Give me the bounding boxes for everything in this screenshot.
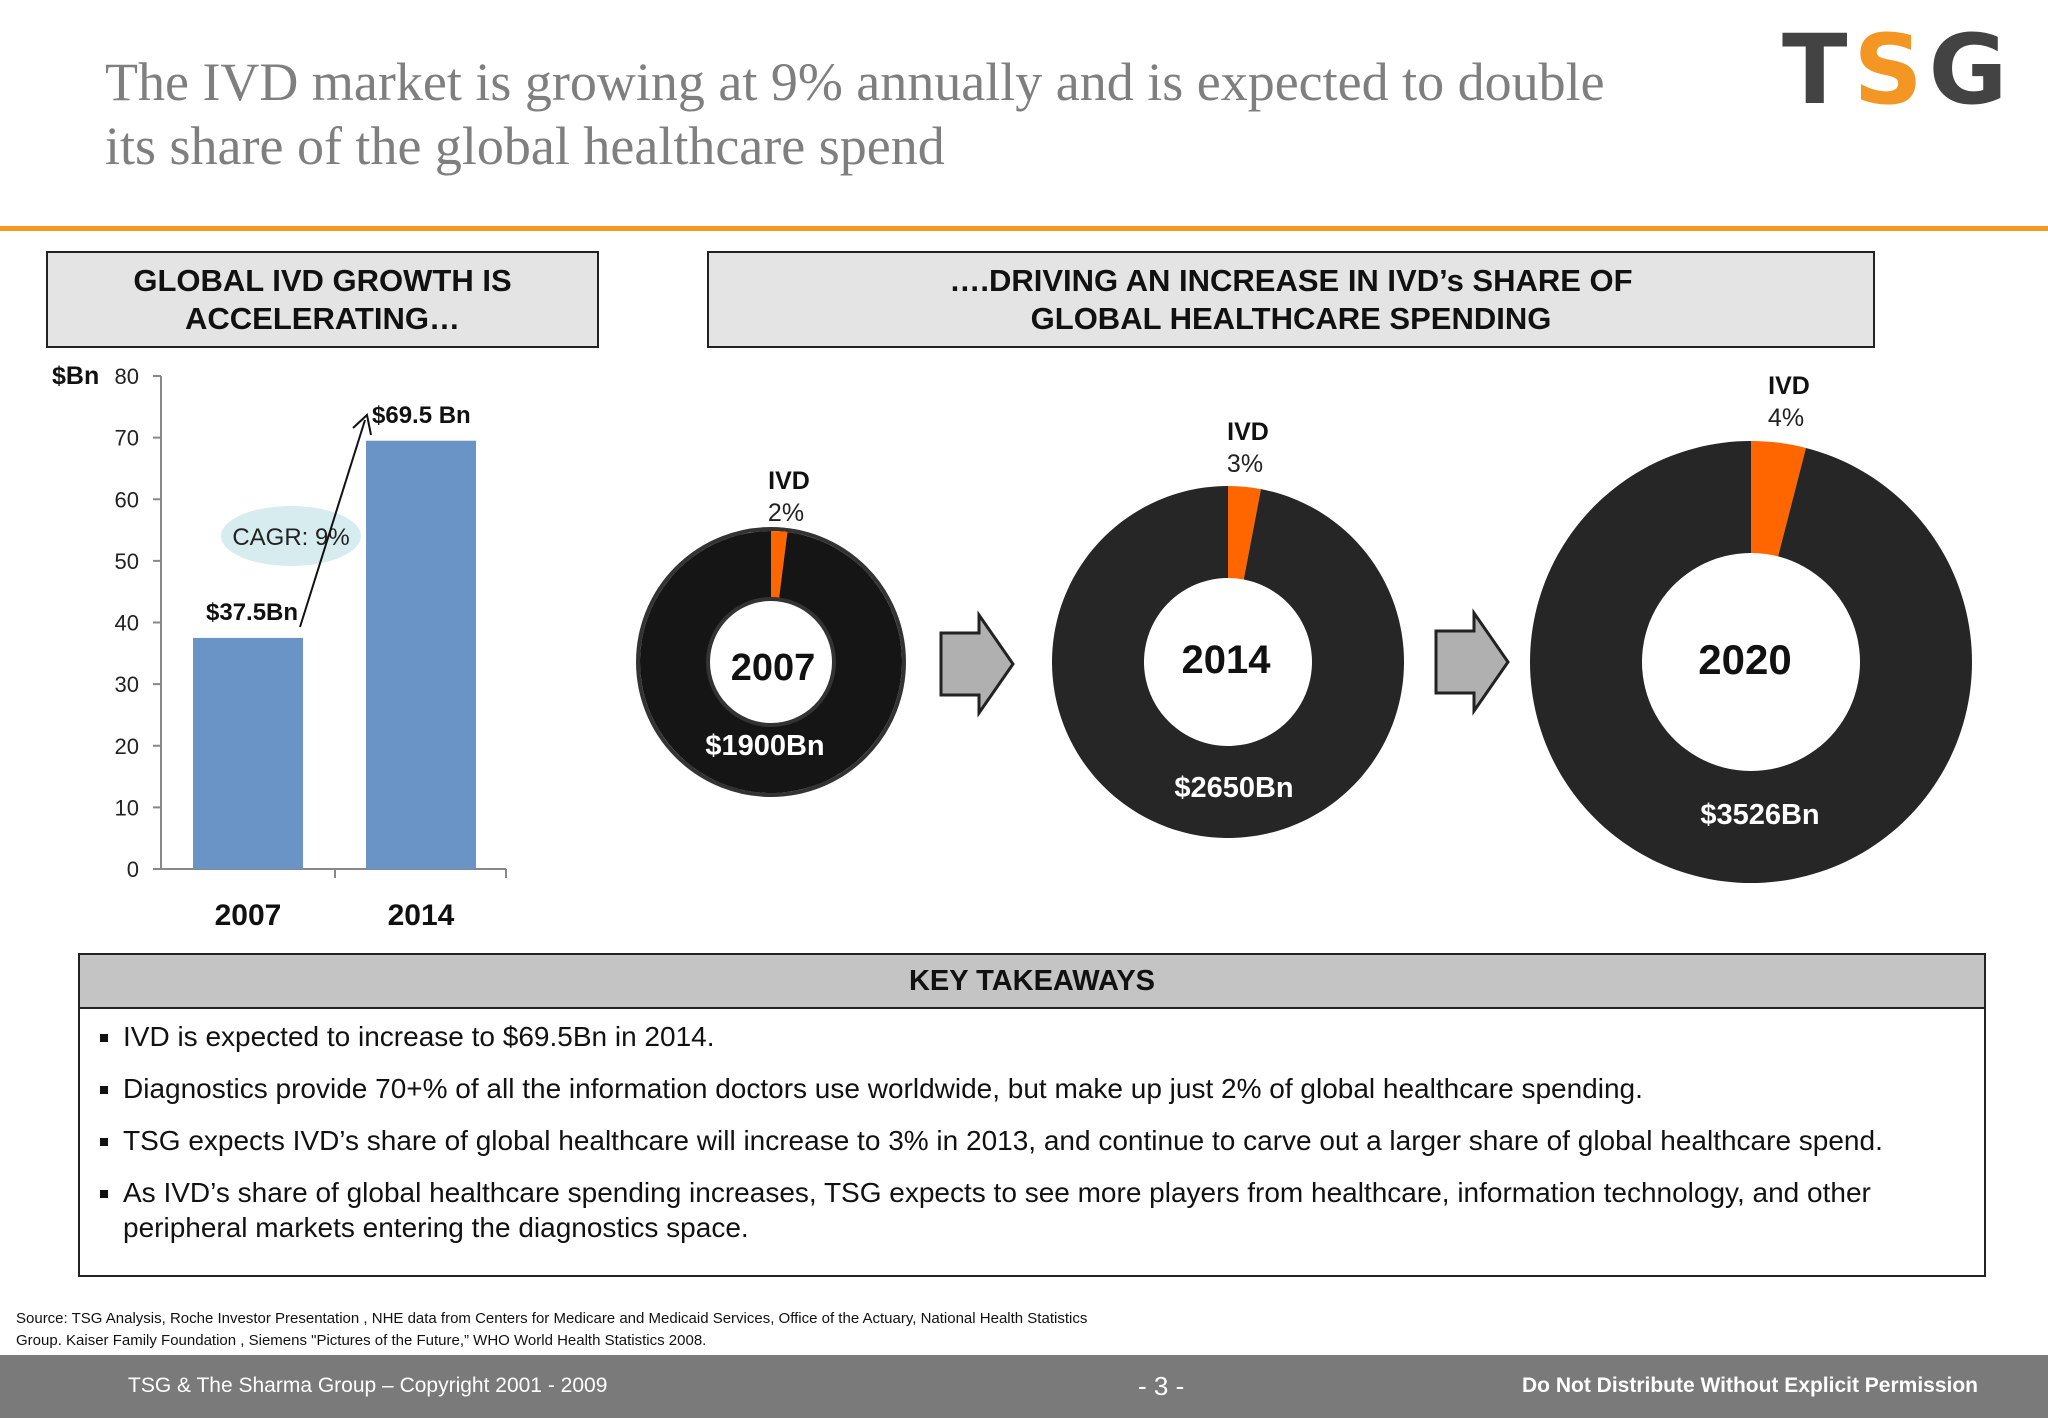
cagr-bubble [221,506,361,566]
share-header-line-1: ….DRIVING AN INCREASE IN IVD’s SHARE OF [949,262,1633,298]
bar-y-tick-label: 60 [115,487,139,512]
bar-y-tick-label: 30 [115,672,139,697]
footer-copyright: TSG & The Sharma Group – Copyright 2001 … [128,1374,608,1397]
title-line-1: The IVD market is growing at 9% annually… [105,52,1605,112]
donut-ivd-percent: 2% [768,499,804,527]
donut-slice-other-2014 [1052,486,1405,838]
source-line-1: Source: TSG Analysis, Roche Investor Pre… [16,1310,1088,1327]
donut-total-label: $1900Bn [705,730,824,762]
bar-2014 [366,440,476,869]
bar-y-tick-label: 20 [115,734,139,759]
key-takeaways-list: IVD is expected to increase to $69.5Bn i… [80,1009,1984,1245]
footer-bar: TSG & The Sharma Group – Copyright 2001 … [0,1355,2048,1418]
footer-page-number: - 3 - [1138,1371,1185,1401]
donut-slice-ivd-2014 [1228,486,1261,580]
bar-y-tick-label: 10 [115,795,139,820]
donut-outer-ring [636,527,906,797]
bar-y-axis-unit: $Bn [52,362,99,390]
title-line-2: its share of the global healthcare spend [105,116,945,176]
takeaway-item: IVD is expected to increase to $69.5Bn i… [100,1019,1954,1054]
donut-slice-other-2020 [1530,441,1973,883]
charts-canvas: 0 10 20 30 40 50 60 70 80 $Bn 2007 2014 $37.5Bn $69.5… [52,362,1973,932]
donut-total-label: $3526Bn [1700,799,1819,831]
source-line-2: Group. Kaiser Family Foundation , Siemen… [16,1332,707,1349]
key-takeaways-heading: KEY TAKEAWAYS [80,955,1984,1009]
donut-ivd-percent: 4% [1768,404,1804,432]
donut-ivd-label: IVD [1227,418,1269,446]
cagr-arrow-head [352,413,372,436]
slide-title: The IVD market is growing at 9% annually… [105,50,1745,178]
bar-data-label: $69.5 Bn [372,402,471,429]
cagr-arrow-line [299,419,366,628]
source-note: Source: TSG Analysis, Roche Investor Pre… [16,1308,1276,1352]
bar-2007 [193,637,303,869]
share-header-line-2: GLOBAL HEALTHCARE SPENDING [1030,300,1552,336]
bar-y-tick-label: 0 [127,857,139,882]
donut-slice-ivd-2007 [771,531,788,600]
donut-inner-ring [706,597,836,727]
share-header-box: ….DRIVING AN INCREASE IN IVD’s SHARE OF … [707,251,1875,348]
bar-y-tick-label: 50 [115,549,139,574]
bar-y-tick-label: 80 [115,364,139,389]
donut-total-label: $2650Bn [1174,772,1293,804]
bar-x-label: 2014 [388,899,455,932]
donut-center-year: 2007 [731,647,816,689]
donut-slice-other-2007 [640,531,903,794]
bar-y-tick-label: 40 [115,611,139,636]
takeaway-item: TSG expects IVD’s share of global health… [100,1123,1954,1158]
donut-ivd-label: IVD [1768,372,1810,400]
takeaway-item: As IVD’s share of global healthcare spen… [100,1175,1954,1245]
right-arrow-icon [939,610,1015,718]
key-takeaways-panel: KEY TAKEAWAYS IVD is expected to increas… [78,953,1986,1277]
title-divider [0,226,2048,231]
donut-center-year: 2014 [1182,638,1272,682]
growth-header-box: GLOBAL IVD GROWTH IS ACCELERATING… [46,251,599,348]
growth-header-line-2: ACCELERATING… [185,300,460,336]
donut-center-year: 2020 [1698,636,1791,683]
growth-header-line-1: GLOBAL IVD GROWTH IS [133,262,512,298]
donut-ivd-percent: 3% [1227,450,1263,478]
tsg-logo: TSG [1782,14,2014,126]
right-arrow-icon [1434,608,1510,716]
bar-x-label: 2007 [215,899,282,932]
takeaway-item: Diagnostics provide 70+% of all the info… [100,1071,1954,1106]
footer-notice: Do Not Distribute Without Explicit Permi… [1522,1374,1979,1397]
bar-y-tick-label: 70 [115,426,139,451]
donut-ivd-label: IVD [768,467,810,495]
donut-slice-ivd-2020 [1751,441,1806,557]
bar-data-label: $37.5Bn [206,599,298,626]
